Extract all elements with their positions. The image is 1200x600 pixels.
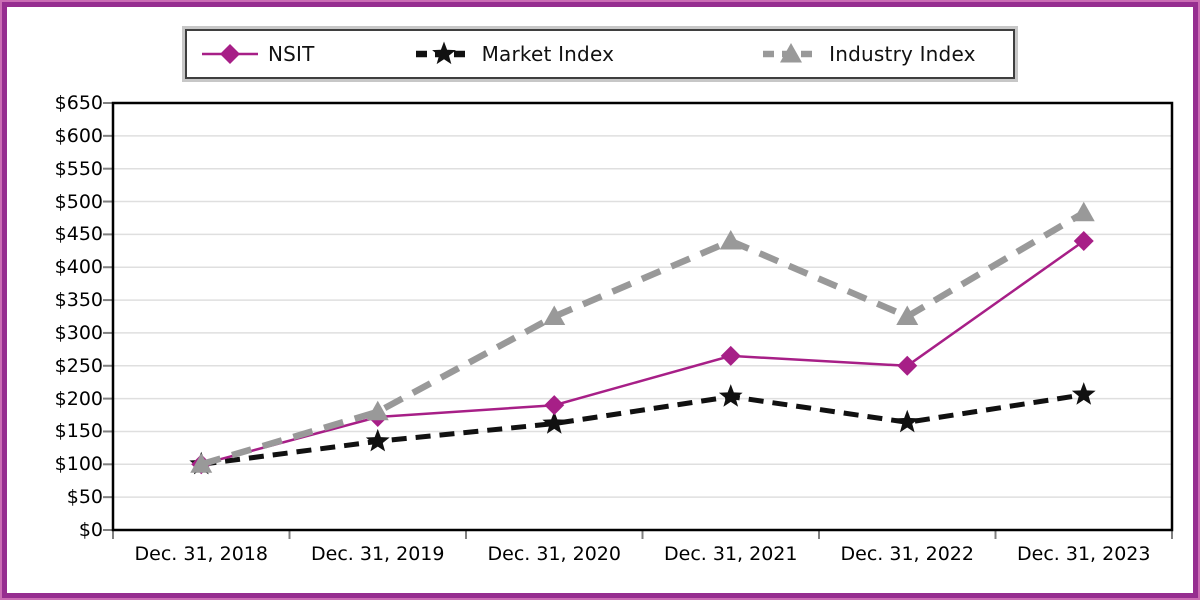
y-axis-tick-label: $650 bbox=[54, 92, 103, 114]
legend-item-industry-index: Industry Index bbox=[762, 41, 975, 67]
legend-label-industry-index: Industry Index bbox=[829, 42, 976, 66]
star-marker-icon bbox=[895, 409, 920, 433]
triangle-marker-icon bbox=[896, 305, 919, 325]
triangle-marker-icon bbox=[1072, 201, 1095, 222]
star-marker-icon bbox=[542, 411, 567, 434]
legend-label-nsit: NSIT bbox=[268, 42, 315, 66]
series-line-market-index bbox=[200, 392, 1085, 467]
diamond-marker-icon bbox=[720, 345, 741, 366]
y-axis-tick-label: $150 bbox=[54, 420, 103, 443]
y-axis-tick-label: $100 bbox=[54, 453, 103, 476]
x-axis-tick-label: Dec. 31, 2021 bbox=[664, 543, 798, 565]
diamond-line-icon bbox=[202, 44, 258, 64]
diamond-marker-icon bbox=[544, 395, 565, 416]
diamond-marker-icon bbox=[897, 355, 918, 376]
legend-item-market-index: Market Index bbox=[415, 41, 615, 67]
legend-item-nsit: NSIT bbox=[201, 41, 315, 67]
plot-border bbox=[111, 101, 1174, 532]
y-axis-tick-label: $200 bbox=[54, 387, 103, 410]
triangle-dash-line-icon bbox=[763, 43, 820, 63]
x-axis-tick-label: Dec. 31, 2023 bbox=[1017, 543, 1151, 565]
star-marker-icon bbox=[1071, 382, 1096, 405]
triangle-marker-icon bbox=[190, 453, 213, 473]
triangle-icon bbox=[780, 43, 803, 63]
legend-label-market-index: Market Index bbox=[481, 42, 615, 66]
x-axis-tick-label: Dec. 31, 2019 bbox=[311, 543, 445, 565]
y-axis-tick-label: $250 bbox=[54, 354, 103, 377]
legend: NSIT Market Index Industry Index bbox=[182, 26, 1018, 82]
x-axis-tick-label: Dec. 31, 2022 bbox=[840, 543, 974, 565]
x-axis-tick-label: Dec. 31, 2020 bbox=[487, 543, 621, 565]
y-axis-tick-label: $550 bbox=[54, 157, 103, 180]
diamond-icon bbox=[220, 44, 240, 64]
x-axis-tick-label: Dec. 31, 2018 bbox=[134, 543, 268, 565]
y-axis-tick-label: $500 bbox=[54, 190, 103, 213]
y-axis-tick-label: $50 bbox=[66, 486, 103, 509]
star-dash-line-icon bbox=[415, 41, 472, 65]
y-axis-tick-label: $600 bbox=[54, 124, 103, 147]
diamond-marker-icon bbox=[1073, 230, 1094, 251]
y-axis-tick-label: $450 bbox=[54, 223, 103, 246]
y-axis-tick-label: $0 bbox=[78, 519, 103, 541]
triangle-marker-icon bbox=[719, 229, 742, 250]
y-axis-tick-label: $400 bbox=[54, 256, 103, 279]
y-axis-tick-label: $350 bbox=[54, 289, 103, 312]
performance-line-chart bbox=[103, 101, 1174, 539]
series-line-industry-index bbox=[200, 209, 1086, 468]
triangle-marker-icon bbox=[543, 305, 566, 325]
series-line-nsit bbox=[200, 239, 1085, 466]
star-marker-icon bbox=[365, 428, 390, 452]
star-marker-icon bbox=[718, 384, 743, 407]
star-icon bbox=[431, 41, 456, 65]
y-axis-tick-label: $300 bbox=[54, 321, 103, 344]
triangle-marker-icon bbox=[366, 400, 389, 421]
